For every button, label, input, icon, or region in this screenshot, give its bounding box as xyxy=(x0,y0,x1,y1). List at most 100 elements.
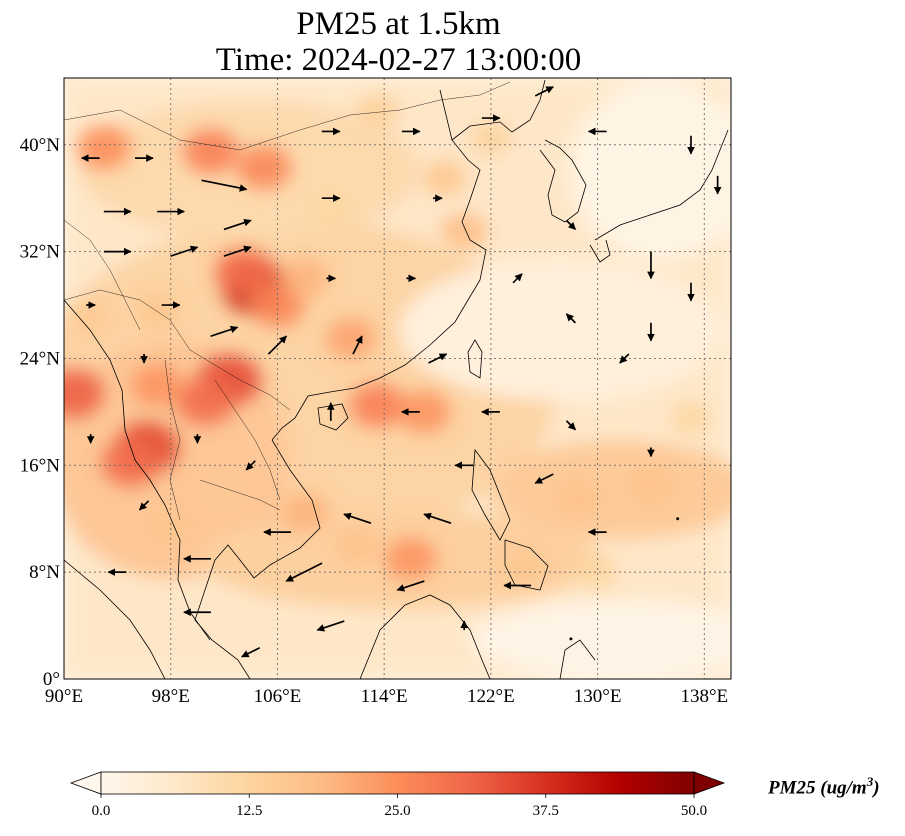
wind-vector xyxy=(316,620,345,632)
malay-peninsula xyxy=(177,539,211,641)
colorbar-tick-label: 25.0 xyxy=(384,803,410,819)
wind-vector xyxy=(565,219,577,231)
pm25-hotspot xyxy=(176,378,235,425)
pm25-hotspot xyxy=(183,129,239,174)
pm25-hotspot xyxy=(441,213,488,250)
colorbar-label-close: ) xyxy=(873,777,880,799)
country-borders xyxy=(64,81,511,521)
myanmar-thailand-border xyxy=(164,359,181,521)
colorbar-extend-max xyxy=(693,771,726,795)
wind-vector xyxy=(285,562,323,582)
pm25-hotspot xyxy=(577,556,618,589)
laos-vietnam-border xyxy=(214,379,281,501)
lon-tick-labels: 90°E 98°E 106°E 114°E 122°E 130°E 138°E xyxy=(45,686,728,707)
lat-tick-label: 24°N xyxy=(20,348,61,369)
cambodia-border xyxy=(199,479,281,511)
pm25-hotspot xyxy=(334,527,380,564)
pm25-hotspot xyxy=(280,259,329,298)
pm25-hotspot xyxy=(384,538,437,580)
colorbar-label-superscript: 3 xyxy=(866,774,874,789)
wind-vector xyxy=(241,647,261,658)
wind-vector xyxy=(428,353,448,364)
sulawesi xyxy=(559,639,596,679)
taiwan xyxy=(467,339,483,379)
lon-tick-label: 106°E xyxy=(254,686,302,707)
colorbar: 0.0 12.5 25.0 37.5 50.0 xyxy=(69,771,726,819)
wind-vector xyxy=(245,460,256,471)
china-north-border xyxy=(64,81,511,151)
colorbar-tick-label: 0.0 xyxy=(92,803,111,819)
lat-tick-label: 16°N xyxy=(20,455,61,476)
philippines-mindanao xyxy=(504,539,549,591)
lat-tick-label: 8°N xyxy=(29,562,60,583)
japan-honshu xyxy=(594,129,729,241)
lon-tick-label: 130°E xyxy=(574,686,622,707)
philippines-luzon xyxy=(471,448,511,541)
wind-vector xyxy=(267,335,288,355)
map-plot-area xyxy=(63,77,732,680)
lon-tick-label: 90°E xyxy=(45,686,83,707)
pm25-hotspot xyxy=(237,145,292,190)
indochina-coast xyxy=(194,439,321,679)
wind-vector xyxy=(352,335,363,355)
china-southwest-border xyxy=(64,289,291,411)
colorbar-extend-min xyxy=(69,771,102,795)
bohai-coast xyxy=(451,79,546,141)
wind-vector xyxy=(210,325,239,338)
lat-tick-label: 32°N xyxy=(20,242,61,263)
pm25-hotspot xyxy=(202,474,246,510)
wind-vector xyxy=(223,218,252,231)
lon-tick-label: 114°E xyxy=(361,686,408,707)
wind-vector xyxy=(676,517,680,521)
lon-tick-label: 98°E xyxy=(152,686,190,707)
japan-kyushu xyxy=(589,239,611,263)
wind-vector xyxy=(138,500,150,511)
wind-vector xyxy=(223,245,252,257)
pm25-hotspot xyxy=(628,467,674,504)
wind-vector xyxy=(534,86,554,97)
lat-tick-label: 40°N xyxy=(20,135,61,156)
map-frame xyxy=(63,77,732,680)
pm25-hotspot xyxy=(148,507,193,544)
map-subtitle-time: Time: 2024-02-27 13:00:00 xyxy=(215,42,582,78)
china-coast xyxy=(271,89,487,441)
wind-vector xyxy=(569,637,573,641)
pm25-hotspot xyxy=(356,94,399,129)
wind-vector xyxy=(170,245,199,257)
wind-vector xyxy=(201,179,248,192)
wind-vector xyxy=(343,512,372,525)
pm25-hotspot xyxy=(502,547,547,584)
wind-vector xyxy=(619,353,630,364)
pm25-hotspot xyxy=(670,402,711,435)
bay-of-bengal-coast xyxy=(64,299,181,541)
pm25-hotspot xyxy=(69,301,113,336)
wind-vector xyxy=(396,580,425,592)
borneo xyxy=(359,594,491,679)
pm25-hotspot xyxy=(215,248,274,295)
colorbar-ticks: 0.0 12.5 25.0 37.5 50.0 xyxy=(92,794,707,819)
colorbar-title: PM25 (ug/m3) xyxy=(768,774,880,799)
pm25-background-field xyxy=(64,78,731,679)
sumatra xyxy=(64,559,166,679)
colorbar-tick-label: 50.0 xyxy=(681,803,707,819)
colorbar-gradient xyxy=(101,772,694,794)
wind-vector xyxy=(565,313,577,324)
lon-tick-label: 138°E xyxy=(680,686,728,707)
pm25-hotspot xyxy=(310,195,351,228)
pm25-hotspot xyxy=(280,492,329,532)
pm25-hotspot xyxy=(64,369,104,418)
colorbar-tick-label: 37.5 xyxy=(533,803,559,819)
pm25-hotspot xyxy=(77,126,131,169)
pm25-hotspot xyxy=(131,364,184,406)
india-border xyxy=(64,219,141,331)
wind-vector xyxy=(534,473,554,484)
wind-vector xyxy=(512,273,523,284)
map-title: PM25 at 1.5km xyxy=(296,6,501,42)
pm25-hotspot xyxy=(555,480,601,517)
lat-tick-label: 0° xyxy=(43,669,60,690)
pm25-hotspot xyxy=(349,383,405,428)
hainan xyxy=(317,403,349,431)
colorbar-label-text: PM25 (ug/m xyxy=(768,777,867,799)
wind-vector xyxy=(565,420,577,431)
